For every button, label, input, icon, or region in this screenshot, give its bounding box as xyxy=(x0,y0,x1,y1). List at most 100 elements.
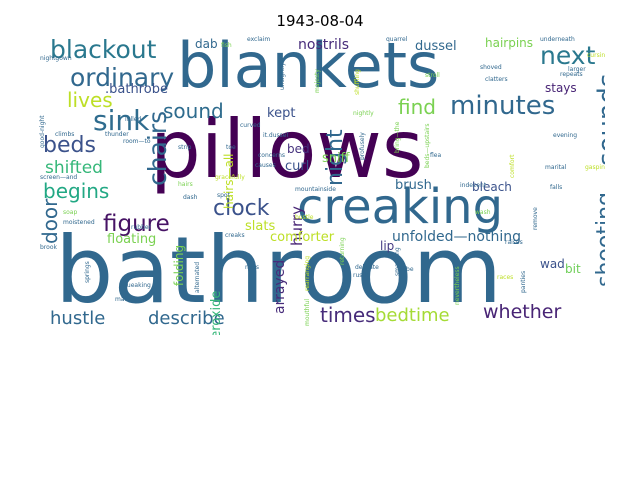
figure-title: 1943-08-04 xyxy=(276,12,364,30)
word-21: shooting xyxy=(593,191,605,287)
word-1: bathroom xyxy=(55,217,503,324)
word-64: majesty xyxy=(314,69,321,94)
word-80: strip xyxy=(178,144,192,151)
word-16: shifted xyxy=(45,158,103,178)
word-102: alternated xyxy=(194,261,201,293)
word-75: flea xyxy=(430,152,442,159)
word-52: fish xyxy=(221,42,232,49)
word-36: sniff xyxy=(322,151,350,166)
word-46: folding xyxy=(172,245,186,287)
word-108: nevertheless xyxy=(454,265,461,305)
word-100: brook xyxy=(40,244,57,251)
word-65: nightly xyxy=(353,110,374,117)
word-71: it.dussel xyxy=(263,132,289,139)
word-86: dash xyxy=(183,194,198,201)
word-48: wad xyxy=(540,257,565,271)
word-51: nightgown xyxy=(40,55,72,62)
word-67: good-night xyxy=(39,115,46,148)
word-97: remove xyxy=(532,207,539,230)
word-30: dab xyxy=(195,37,218,51)
word-56: cursing xyxy=(587,52,605,59)
word-29: nostrils xyxy=(298,37,350,53)
word-90: mountainside xyxy=(295,186,336,193)
word-96: wash xyxy=(475,209,491,216)
word-77: beds—upstairs xyxy=(424,123,431,168)
word-66: lulled xyxy=(125,116,142,123)
word-27: dussel xyxy=(415,39,457,54)
word-72: evening xyxy=(553,132,578,139)
word-109: races xyxy=(497,274,514,281)
word-5: ordinary xyxy=(70,63,175,92)
word-92: falls xyxy=(550,184,563,191)
word-42: comforter xyxy=(270,230,335,245)
word-82: curved xyxy=(240,122,261,129)
word-25: bedtime xyxy=(375,305,450,326)
word-68: climbs xyxy=(55,131,75,138)
word-103: nails xyxy=(245,264,259,271)
word-59: clatters xyxy=(485,76,508,83)
word-69: thunder xyxy=(105,131,129,138)
word-81: toe xyxy=(226,144,236,151)
word-0: pillows xyxy=(150,103,424,196)
word-35: slats xyxy=(245,219,276,234)
word-105: delicate xyxy=(355,264,379,271)
word-91: indecent xyxy=(460,182,487,189)
word-43: unfolded—nothing xyxy=(392,229,521,245)
word-44: arrayed xyxy=(272,259,288,314)
word-53: exclaim xyxy=(247,36,271,43)
word-19: figure xyxy=(103,211,170,237)
word-2: blankets xyxy=(177,35,440,102)
word-63: unsightly xyxy=(279,62,286,90)
word-4: blackout xyxy=(50,35,157,64)
word-17: begins xyxy=(43,179,110,203)
word-101: springs xyxy=(84,261,91,284)
word-33: bed xyxy=(287,142,310,156)
word-107: smacking xyxy=(394,247,401,277)
word-79: concerns xyxy=(258,152,286,159)
word-54: quarrel xyxy=(386,36,408,43)
word-87: spot xyxy=(217,192,230,199)
word-15: beds xyxy=(43,133,96,158)
word-94: creaks xyxy=(225,232,245,239)
word-47: hairs—all xyxy=(222,153,236,210)
word-62: shuffling xyxy=(354,68,361,95)
word-74: gasping xyxy=(585,164,605,171)
word-28: hairpins xyxy=(485,36,534,50)
word-24: times xyxy=(320,303,376,327)
word-58: repeats xyxy=(560,71,583,78)
word-3: creaking xyxy=(297,179,504,235)
word-99: rubber xyxy=(131,224,152,231)
word-70: room—to xyxy=(123,138,151,145)
word-113: mat xyxy=(115,296,127,303)
word-112: rustle xyxy=(353,272,371,279)
word-95: bustle xyxy=(295,214,314,221)
word-88: gracefully xyxy=(215,174,245,181)
word-45: peroxide xyxy=(209,290,224,335)
word-40: lip xyxy=(380,239,395,253)
wordcloud-canvas: pillows bathroom blankets creaking blackout o… xyxy=(35,35,605,335)
word-18: clock xyxy=(213,196,270,221)
word-104: rearranging xyxy=(304,256,311,292)
word-11: sound xyxy=(163,99,224,123)
word-111: squeaking xyxy=(120,282,151,289)
word-83: screen—and xyxy=(40,174,78,181)
word-12: sounds xyxy=(593,73,605,166)
word-57: larger xyxy=(568,66,586,73)
word-14: find xyxy=(398,95,436,119)
word-115: mouthful xyxy=(304,299,311,327)
word-78: bring—the xyxy=(394,121,401,153)
word-7: minutes xyxy=(450,91,556,121)
word-31: stays xyxy=(545,81,577,95)
word-89: causes xyxy=(255,162,276,169)
word-110: panties xyxy=(520,270,527,294)
word-9: lives xyxy=(67,88,113,112)
word-8: sink xyxy=(93,104,150,137)
word-98: raises xyxy=(505,239,523,246)
word-114: returning xyxy=(339,237,346,265)
word-37: brush xyxy=(395,178,432,193)
word-34: floating xyxy=(107,232,157,247)
word-50: .bathrobe xyxy=(105,82,168,97)
word-60: shoved xyxy=(480,64,502,71)
word-84: soap xyxy=(63,209,78,216)
